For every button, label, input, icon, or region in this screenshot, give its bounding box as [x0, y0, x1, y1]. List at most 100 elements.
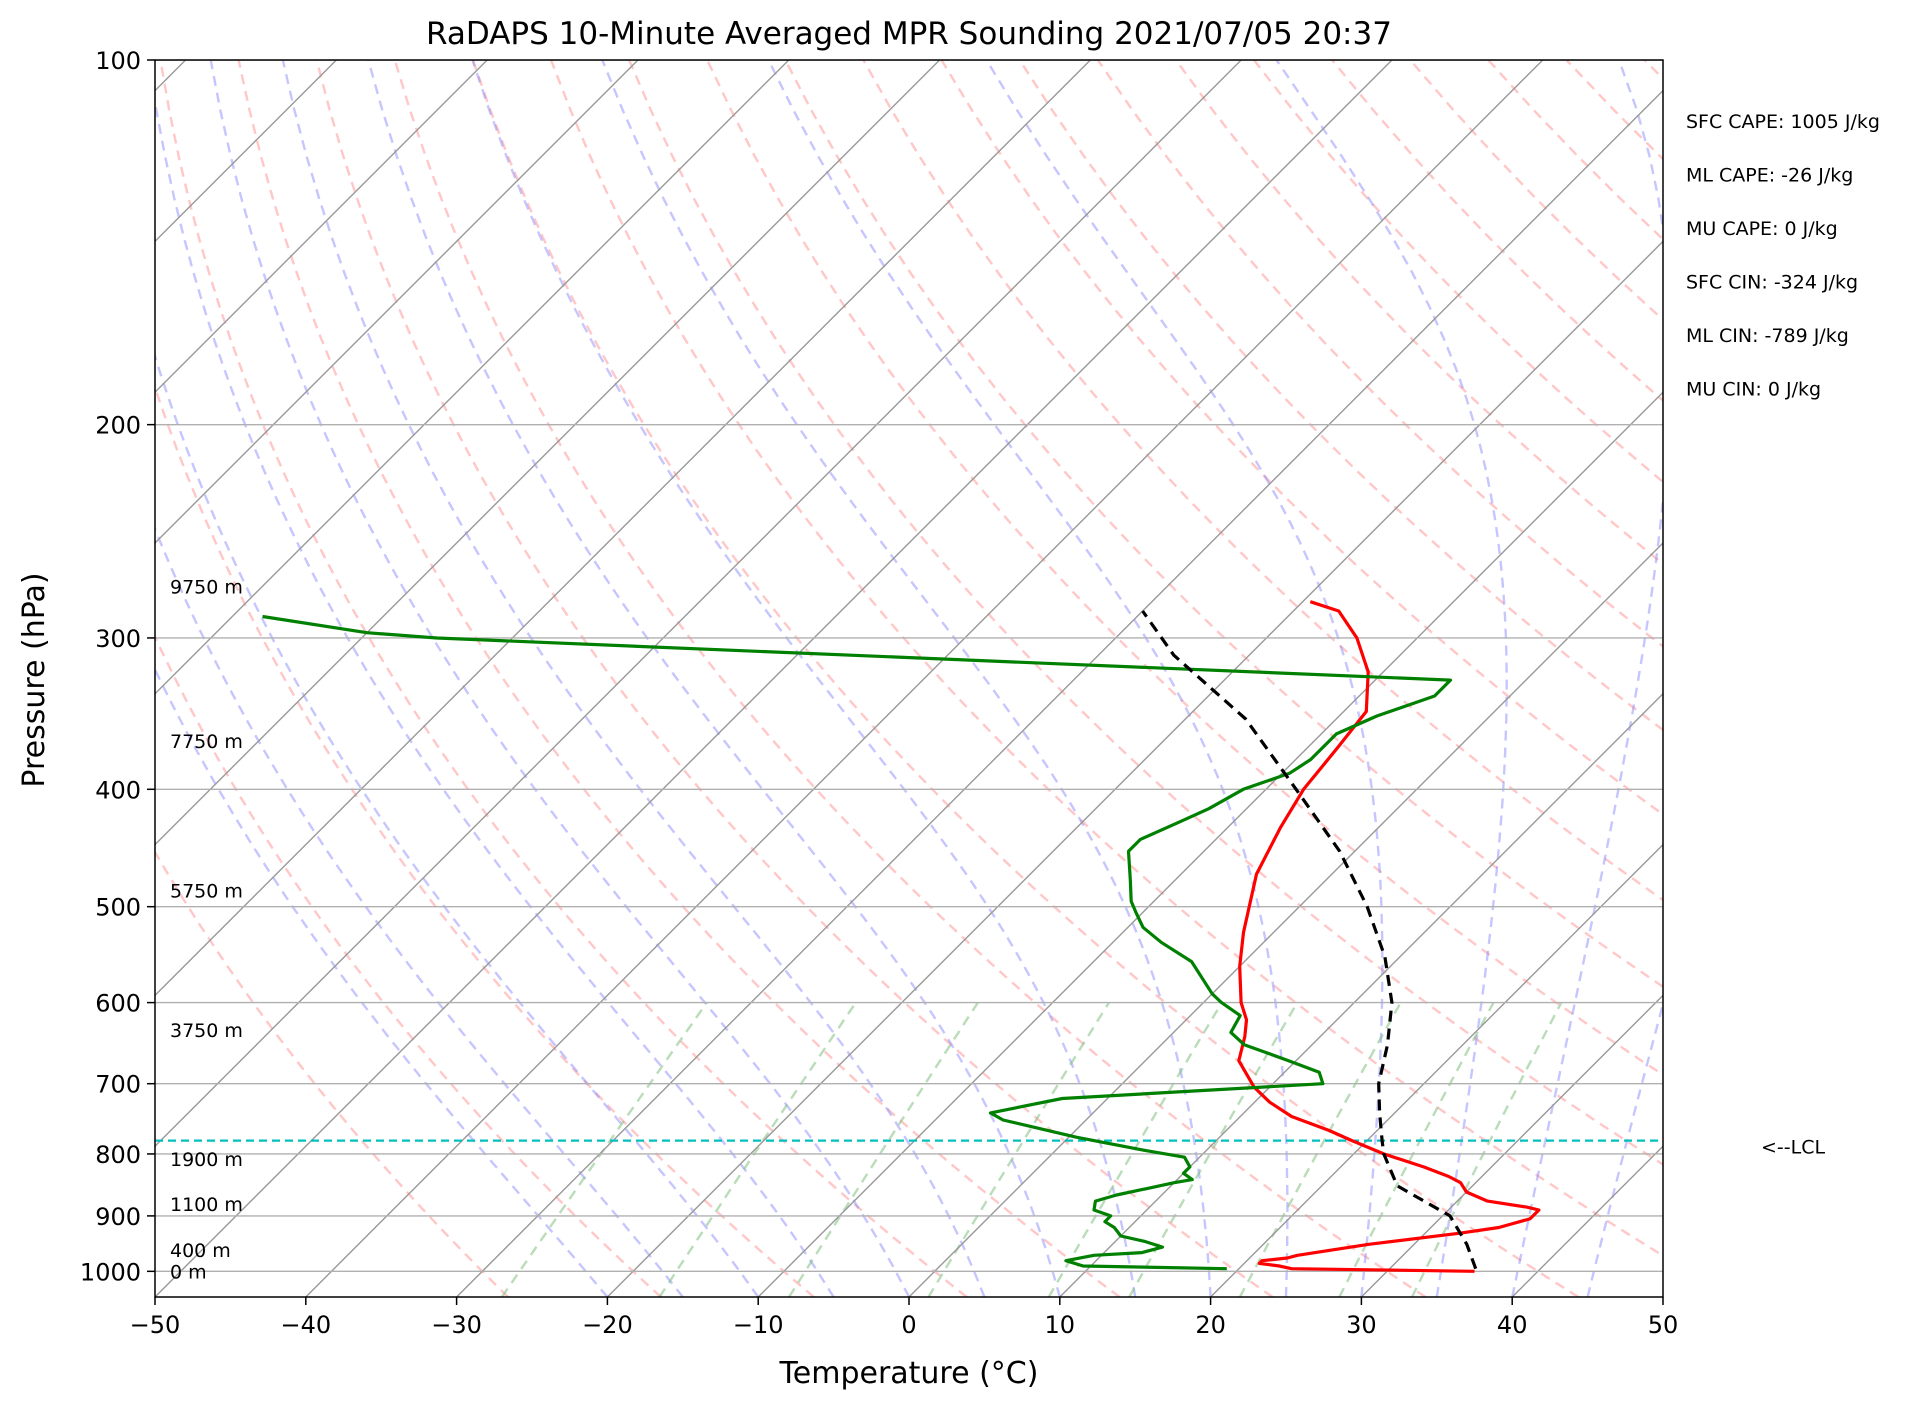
moist-adiabat — [471, 60, 1137, 1297]
stability-indices: SFC CAPE: 1005 J/kg ML CAPE: -26 J/kg MU C… — [1686, 111, 1880, 401]
x-tick-label: 50 — [1648, 1311, 1679, 1339]
height-label: 7750 m — [170, 731, 243, 753]
dry-adiabat — [862, 60, 1663, 902]
y-tick-label: 900 — [95, 1203, 141, 1231]
y-axis-label: Pressure (hPa) — [17, 572, 52, 787]
isotherm — [155, 60, 1393, 1297]
mixing-ratio-line — [1128, 1001, 1299, 1297]
moist-adiabat — [1275, 60, 1508, 1297]
moist-adiabat — [601, 60, 1212, 1297]
dry-adiabat — [155, 849, 509, 1297]
isotherm — [155, 60, 488, 394]
grid-lines — [155, 60, 1925, 1297]
y-tick-label: 1000 — [80, 1258, 141, 1286]
dry-adiabat — [940, 60, 1663, 816]
height-label: 9750 m — [170, 576, 243, 598]
mixing-ratio-line — [1338, 1002, 1495, 1297]
isotherm — [155, 60, 639, 544]
isotherm — [1210, 843, 1663, 1297]
y-tick-label: 600 — [95, 990, 141, 1018]
x-tick-label: 10 — [1045, 1311, 1076, 1339]
dry-adiabat — [155, 634, 662, 1297]
isotherm — [1360, 994, 1663, 1297]
height-label: 5750 m — [170, 881, 243, 903]
x-tick-label: 30 — [1346, 1311, 1377, 1339]
isotherm — [155, 60, 1091, 997]
dry-adiabat — [784, 60, 1663, 989]
dry-adiabat — [1409, 60, 1663, 322]
mixing-ratio-line — [658, 1001, 857, 1297]
isotherm — [908, 542, 1663, 1297]
moist-adiabat — [767, 60, 1289, 1297]
background-lines — [155, 60, 1925, 1297]
x-tick-label: −40 — [280, 1311, 331, 1339]
isotherm — [456, 89, 1663, 1297]
y-tick-label: 200 — [95, 412, 141, 440]
dry-adiabat — [471, 60, 1580, 1297]
isotherm — [606, 240, 1663, 1297]
dry-adiabat — [159, 60, 968, 1297]
isotherm — [305, 60, 1544, 1297]
moist-adiabat — [209, 60, 911, 1297]
temperature-profile — [1237, 600, 1541, 1273]
x-tick-label: 40 — [1497, 1311, 1528, 1339]
isotherm — [1814, 60, 1925, 1297]
stability-index: ML CIN: -789 J/kg — [1686, 325, 1849, 347]
y-tick-label: 400 — [95, 776, 141, 804]
moist-adiabat — [281, 60, 986, 1297]
dry-adiabat — [1018, 60, 1663, 732]
x-tick-label: −50 — [130, 1311, 181, 1339]
mixing-ratio-line — [1410, 1002, 1563, 1297]
series-lines — [155, 600, 1663, 1273]
stability-index: SFC CAPE: 1005 J/kg — [1686, 111, 1880, 133]
y-axis-ticks: 100 200 300 400 500 600 700 800 900 1000 — [80, 47, 155, 1286]
x-axis-ticks: −50 −40 −30 −20 −10 0 10 20 30 40 50 — [130, 1297, 1679, 1339]
dry-adiabat — [393, 60, 1427, 1297]
chart-title: RaDAPS 10-Minute Averaged MPR Sounding 2… — [426, 16, 1392, 52]
dry-adiabat — [1643, 60, 1663, 81]
x-tick-label: −30 — [431, 1311, 482, 1339]
lcl-label: <--LCL — [1761, 1137, 1825, 1159]
stability-index: MU CAPE: 0 J/kg — [1686, 218, 1838, 240]
dry-adiabat — [1253, 60, 1663, 484]
isotherm — [757, 391, 1663, 1297]
x-tick-label: −10 — [733, 1311, 784, 1339]
moist-adiabat — [155, 666, 609, 1297]
dry-adiabat — [1723, 60, 1925, 1297]
y-tick-label: 100 — [95, 47, 141, 75]
dry-adiabat — [549, 60, 1663, 1258]
moist-adiabat — [155, 352, 760, 1297]
height-label: 0 m — [170, 1261, 207, 1283]
y-tick-label: 500 — [95, 894, 141, 922]
height-label: 1900 m — [170, 1149, 243, 1171]
height-labels: 9750 m 7750 m 5750 m 3750 m 1900 m 1100 m 400 … — [170, 576, 243, 1283]
mixing-ratio-line — [500, 1001, 708, 1297]
y-tick-label: 300 — [95, 625, 141, 653]
moist-adiabat — [155, 525, 684, 1297]
isotherm — [155, 60, 1242, 1148]
stability-index: ML CAPE: -26 J/kg — [1686, 165, 1853, 187]
dry-adiabat — [1174, 60, 1663, 566]
dry-adiabat — [1565, 60, 1663, 161]
dewpoint-profile — [262, 614, 1453, 1271]
stability-index: SFC CIN: -324 J/kg — [1686, 272, 1858, 294]
isotherm — [1662, 1296, 1663, 1297]
dry-adiabat — [627, 60, 1663, 1166]
isotherm — [1511, 1145, 1663, 1297]
x-axis-label: Temperature (°C) — [779, 1356, 1039, 1391]
parcel-profile — [1141, 610, 1478, 1270]
dry-adiabat — [155, 383, 815, 1297]
y-tick-label: 700 — [95, 1071, 141, 1099]
moist-adiabat — [1586, 999, 1663, 1297]
isotherm — [155, 60, 790, 695]
x-tick-label: −20 — [582, 1311, 633, 1339]
dry-adiabat — [237, 60, 1121, 1297]
moist-adiabat — [1511, 60, 1663, 1297]
height-label: 400 m — [170, 1240, 231, 1262]
stability-index: MU CIN: 0 J/kg — [1686, 379, 1821, 401]
height-label: 1100 m — [170, 1194, 243, 1216]
isotherm — [155, 60, 941, 846]
height-label: 3750 m — [170, 1020, 243, 1042]
x-tick-label: 0 — [901, 1311, 916, 1339]
